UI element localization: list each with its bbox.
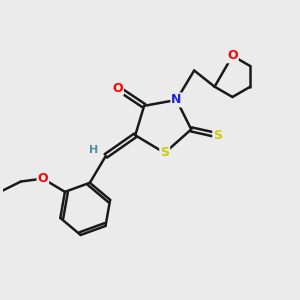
Text: S: S bbox=[213, 129, 222, 142]
Text: H: H bbox=[89, 145, 99, 155]
Text: N: N bbox=[171, 93, 182, 106]
Text: O: O bbox=[227, 49, 238, 62]
Text: O: O bbox=[112, 82, 123, 95]
Text: O: O bbox=[38, 172, 48, 185]
Text: S: S bbox=[160, 146, 169, 159]
